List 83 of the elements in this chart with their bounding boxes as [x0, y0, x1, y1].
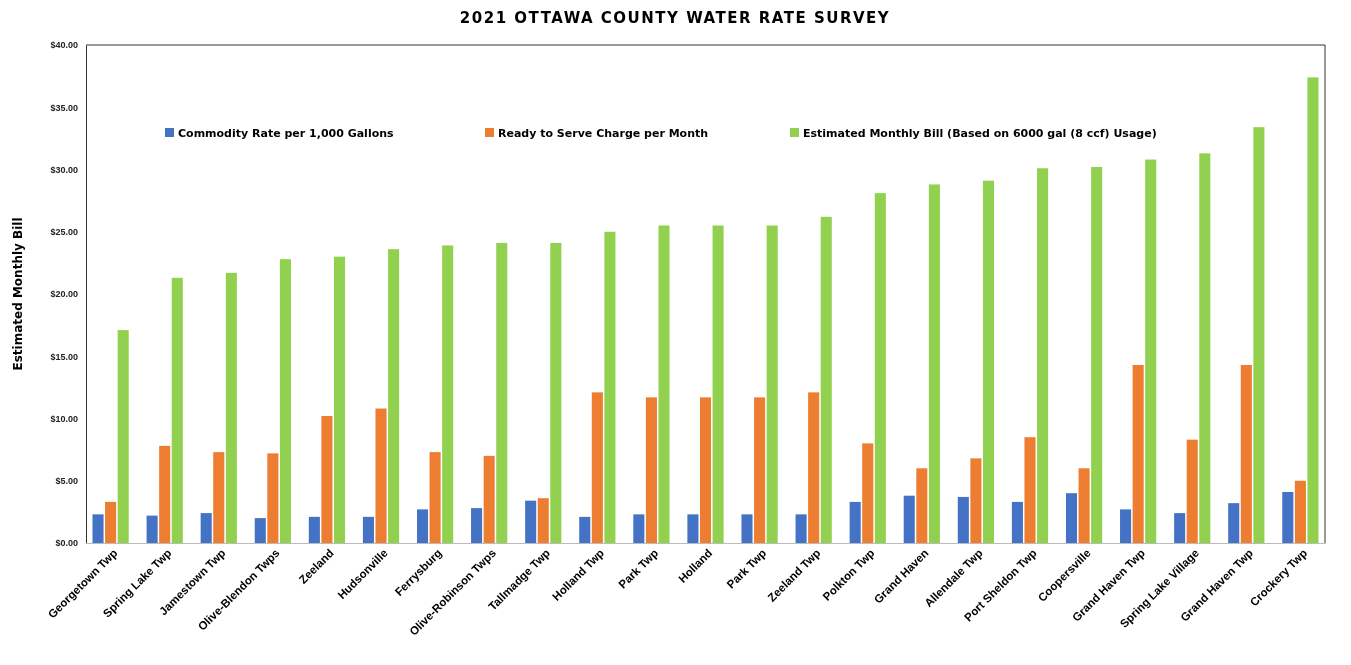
bar [171, 277, 183, 543]
bar [429, 452, 441, 543]
bar [105, 501, 117, 543]
bar [442, 245, 454, 543]
bar [957, 496, 969, 543]
bar [1145, 159, 1157, 543]
y-tick-label: $10.00 [50, 413, 78, 424]
y-tick-label: $25.00 [50, 227, 78, 238]
bar [1228, 503, 1240, 543]
bar [1307, 77, 1319, 543]
bar [471, 508, 483, 543]
y-tick-label: $35.00 [50, 102, 78, 113]
bar [1120, 509, 1132, 543]
bar [982, 180, 995, 543]
bar [604, 231, 616, 543]
bar [254, 518, 266, 543]
bar [1132, 364, 1144, 543]
bar [1186, 439, 1198, 543]
bar [200, 513, 212, 543]
bar [849, 501, 861, 543]
bar [645, 397, 657, 543]
bar [970, 458, 982, 543]
bar [766, 225, 778, 543]
bar [1091, 167, 1103, 543]
bar [279, 259, 291, 543]
bar [496, 242, 508, 543]
y-tick-label: $5.00 [55, 476, 78, 487]
bar [1240, 364, 1252, 543]
bar [159, 445, 171, 543]
y-axis-title: Estimated Monthly Bill [11, 217, 25, 371]
bar [1078, 468, 1090, 543]
bar [483, 455, 495, 543]
bar [579, 516, 591, 543]
bar [333, 256, 346, 543]
bar [525, 500, 537, 543]
bar [550, 242, 562, 543]
bar [1024, 437, 1036, 543]
bar [1253, 127, 1265, 543]
bar [658, 225, 670, 543]
legend-label: Ready to Serve Charge per Month [498, 127, 709, 140]
bar [117, 330, 129, 543]
bar [1174, 513, 1186, 543]
bar [916, 468, 928, 543]
bar [754, 397, 766, 543]
bar [591, 392, 603, 543]
bar [903, 495, 915, 543]
legend-label: Estimated Monthly Bill (Based on 6000 gal (8 ccf) Usage) [803, 127, 1157, 140]
chart-title: 2021 OTTAWA COUNTY WATER RATE SURVEY [459, 9, 891, 27]
bar [687, 514, 699, 543]
bar [1294, 480, 1306, 543]
y-tick-label: $15.00 [50, 351, 78, 362]
bar [1199, 153, 1211, 543]
bar [321, 416, 333, 543]
bar [146, 515, 158, 543]
bar [633, 514, 645, 543]
bar [375, 408, 387, 543]
bar [267, 453, 279, 543]
bar [1282, 491, 1294, 543]
bar [699, 397, 712, 543]
bar [537, 498, 549, 543]
bar [795, 514, 807, 543]
y-tick-label: $20.00 [50, 289, 78, 300]
legend-label: Commodity Rate per 1,000 Gallons [178, 127, 395, 140]
bar [213, 452, 225, 543]
bar [928, 184, 940, 543]
bar [416, 509, 429, 543]
bar [741, 514, 753, 543]
bar [362, 516, 374, 543]
bar [808, 392, 820, 543]
bar [1037, 168, 1049, 543]
bar [92, 514, 104, 543]
bar [862, 443, 874, 543]
y-tick-label: $0.00 [55, 538, 78, 549]
bar [712, 225, 724, 543]
bar [1065, 493, 1078, 543]
bar [874, 193, 886, 543]
bar [308, 516, 320, 543]
bar [820, 216, 832, 543]
y-tick-label: $40.00 [50, 40, 78, 51]
bar [225, 272, 237, 543]
bar [388, 249, 400, 543]
y-tick-label: $30.00 [50, 164, 78, 175]
bar [1011, 501, 1023, 543]
